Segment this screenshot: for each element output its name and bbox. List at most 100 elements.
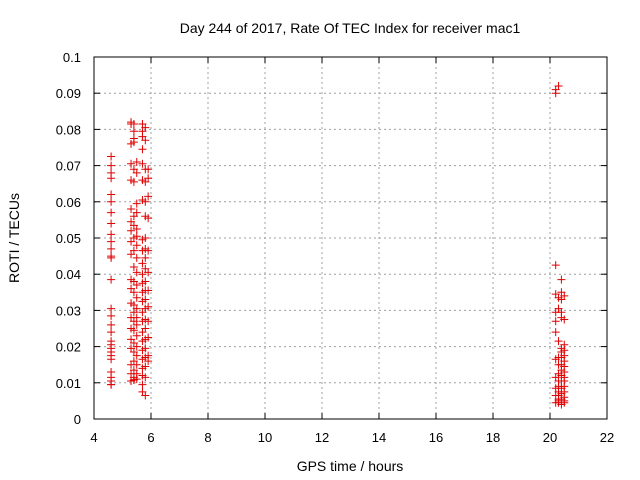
data-point: [144, 165, 153, 174]
data-point: [141, 391, 150, 400]
y-tick-label: 0.04: [56, 267, 81, 282]
data-point: [132, 304, 141, 313]
data-point: [132, 351, 141, 360]
data-point: [144, 192, 153, 201]
x-tick-label: 18: [486, 430, 500, 445]
data-point: [560, 291, 569, 300]
data-point: [129, 119, 138, 128]
y-tick-label: 0.1: [63, 50, 81, 65]
data-point: [138, 145, 147, 154]
data-point: [138, 270, 147, 279]
y-tick-label: 0.06: [56, 195, 81, 210]
x-tick-label: 14: [372, 430, 386, 445]
plot-frame: [93, 56, 608, 420]
data-point: [107, 320, 116, 329]
data-point: [138, 380, 147, 389]
data-point: [132, 199, 141, 208]
data-point: [144, 286, 153, 295]
data-point: [132, 331, 141, 340]
data-point: [107, 197, 116, 206]
chart-title: Day 244 of 2017, Rate Of TEC Index for r…: [180, 20, 521, 36]
data-points: [107, 81, 569, 409]
data-point: [132, 342, 141, 351]
y-tick-label: 0.02: [56, 340, 81, 355]
data-point: [107, 152, 116, 161]
data-point: [107, 237, 116, 246]
data-point: [132, 313, 141, 322]
axis-ticks: [93, 56, 608, 420]
data-point: [132, 241, 141, 250]
data-point: [129, 288, 138, 297]
data-point: [107, 328, 116, 337]
data-point: [132, 168, 141, 177]
data-point: [129, 138, 138, 147]
data-point: [551, 89, 560, 98]
y-tick-label: 0.09: [56, 86, 81, 101]
data-point: [138, 159, 147, 168]
data-point: [551, 261, 560, 270]
data-point: [129, 177, 138, 186]
data-point: [144, 302, 153, 311]
data-point: [560, 315, 569, 324]
data-point: [557, 275, 566, 284]
data-point: [141, 344, 150, 353]
x-tick-label: 6: [147, 430, 154, 445]
data-point: [560, 398, 569, 407]
data-point: [551, 317, 560, 326]
grid: [94, 57, 607, 419]
data-point: [107, 244, 116, 253]
x-tick-label: 12: [315, 430, 329, 445]
data-point: [127, 205, 136, 214]
data-point: [132, 268, 141, 277]
data-point: [132, 293, 141, 302]
data-point: [107, 219, 116, 228]
y-tick-label: 0.08: [56, 122, 81, 137]
data-point: [107, 304, 116, 313]
data-point: [107, 230, 116, 239]
data-point: [107, 275, 116, 284]
data-point: [554, 337, 563, 346]
data-point: [141, 253, 150, 262]
data-point: [144, 246, 153, 255]
data-point: [107, 161, 116, 170]
data-point: [132, 320, 141, 329]
data-point: [107, 208, 116, 217]
data-point: [132, 224, 141, 233]
data-point: [141, 197, 150, 206]
y-tick-label: 0.07: [56, 159, 81, 174]
data-point: [551, 328, 560, 337]
data-point: [144, 317, 153, 326]
x-tick-label: 20: [543, 430, 557, 445]
data-point: [132, 375, 141, 384]
y-tick-label: 0.01: [56, 376, 81, 391]
y-tick-label: 0.03: [56, 303, 81, 318]
x-tick-label: 8: [204, 430, 211, 445]
data-point: [144, 174, 153, 183]
x-tick-label: 22: [600, 430, 614, 445]
x-tick-label: 4: [90, 430, 97, 445]
data-point: [144, 214, 153, 223]
data-point: [107, 311, 116, 320]
data-point: [141, 373, 150, 382]
data-point: [107, 253, 116, 262]
data-point: [141, 277, 150, 286]
data-point: [107, 380, 116, 389]
data-point: [144, 333, 153, 342]
data-point: [132, 232, 141, 241]
data-point: [107, 174, 116, 183]
data-point: [141, 295, 150, 304]
y-axis-label: ROTI / TECUs: [6, 193, 22, 283]
data-point: [107, 190, 116, 199]
data-point: [107, 355, 116, 364]
data-point: [132, 157, 141, 166]
data-point: [129, 326, 138, 335]
data-point: [554, 81, 563, 90]
data-point: [129, 262, 138, 271]
x-tick-label: 16: [429, 430, 443, 445]
data-point: [141, 324, 150, 333]
data-point: [132, 360, 141, 369]
data-point: [132, 253, 141, 262]
data-point: [141, 362, 150, 371]
data-point: [144, 268, 153, 277]
data-point: [141, 234, 150, 242]
